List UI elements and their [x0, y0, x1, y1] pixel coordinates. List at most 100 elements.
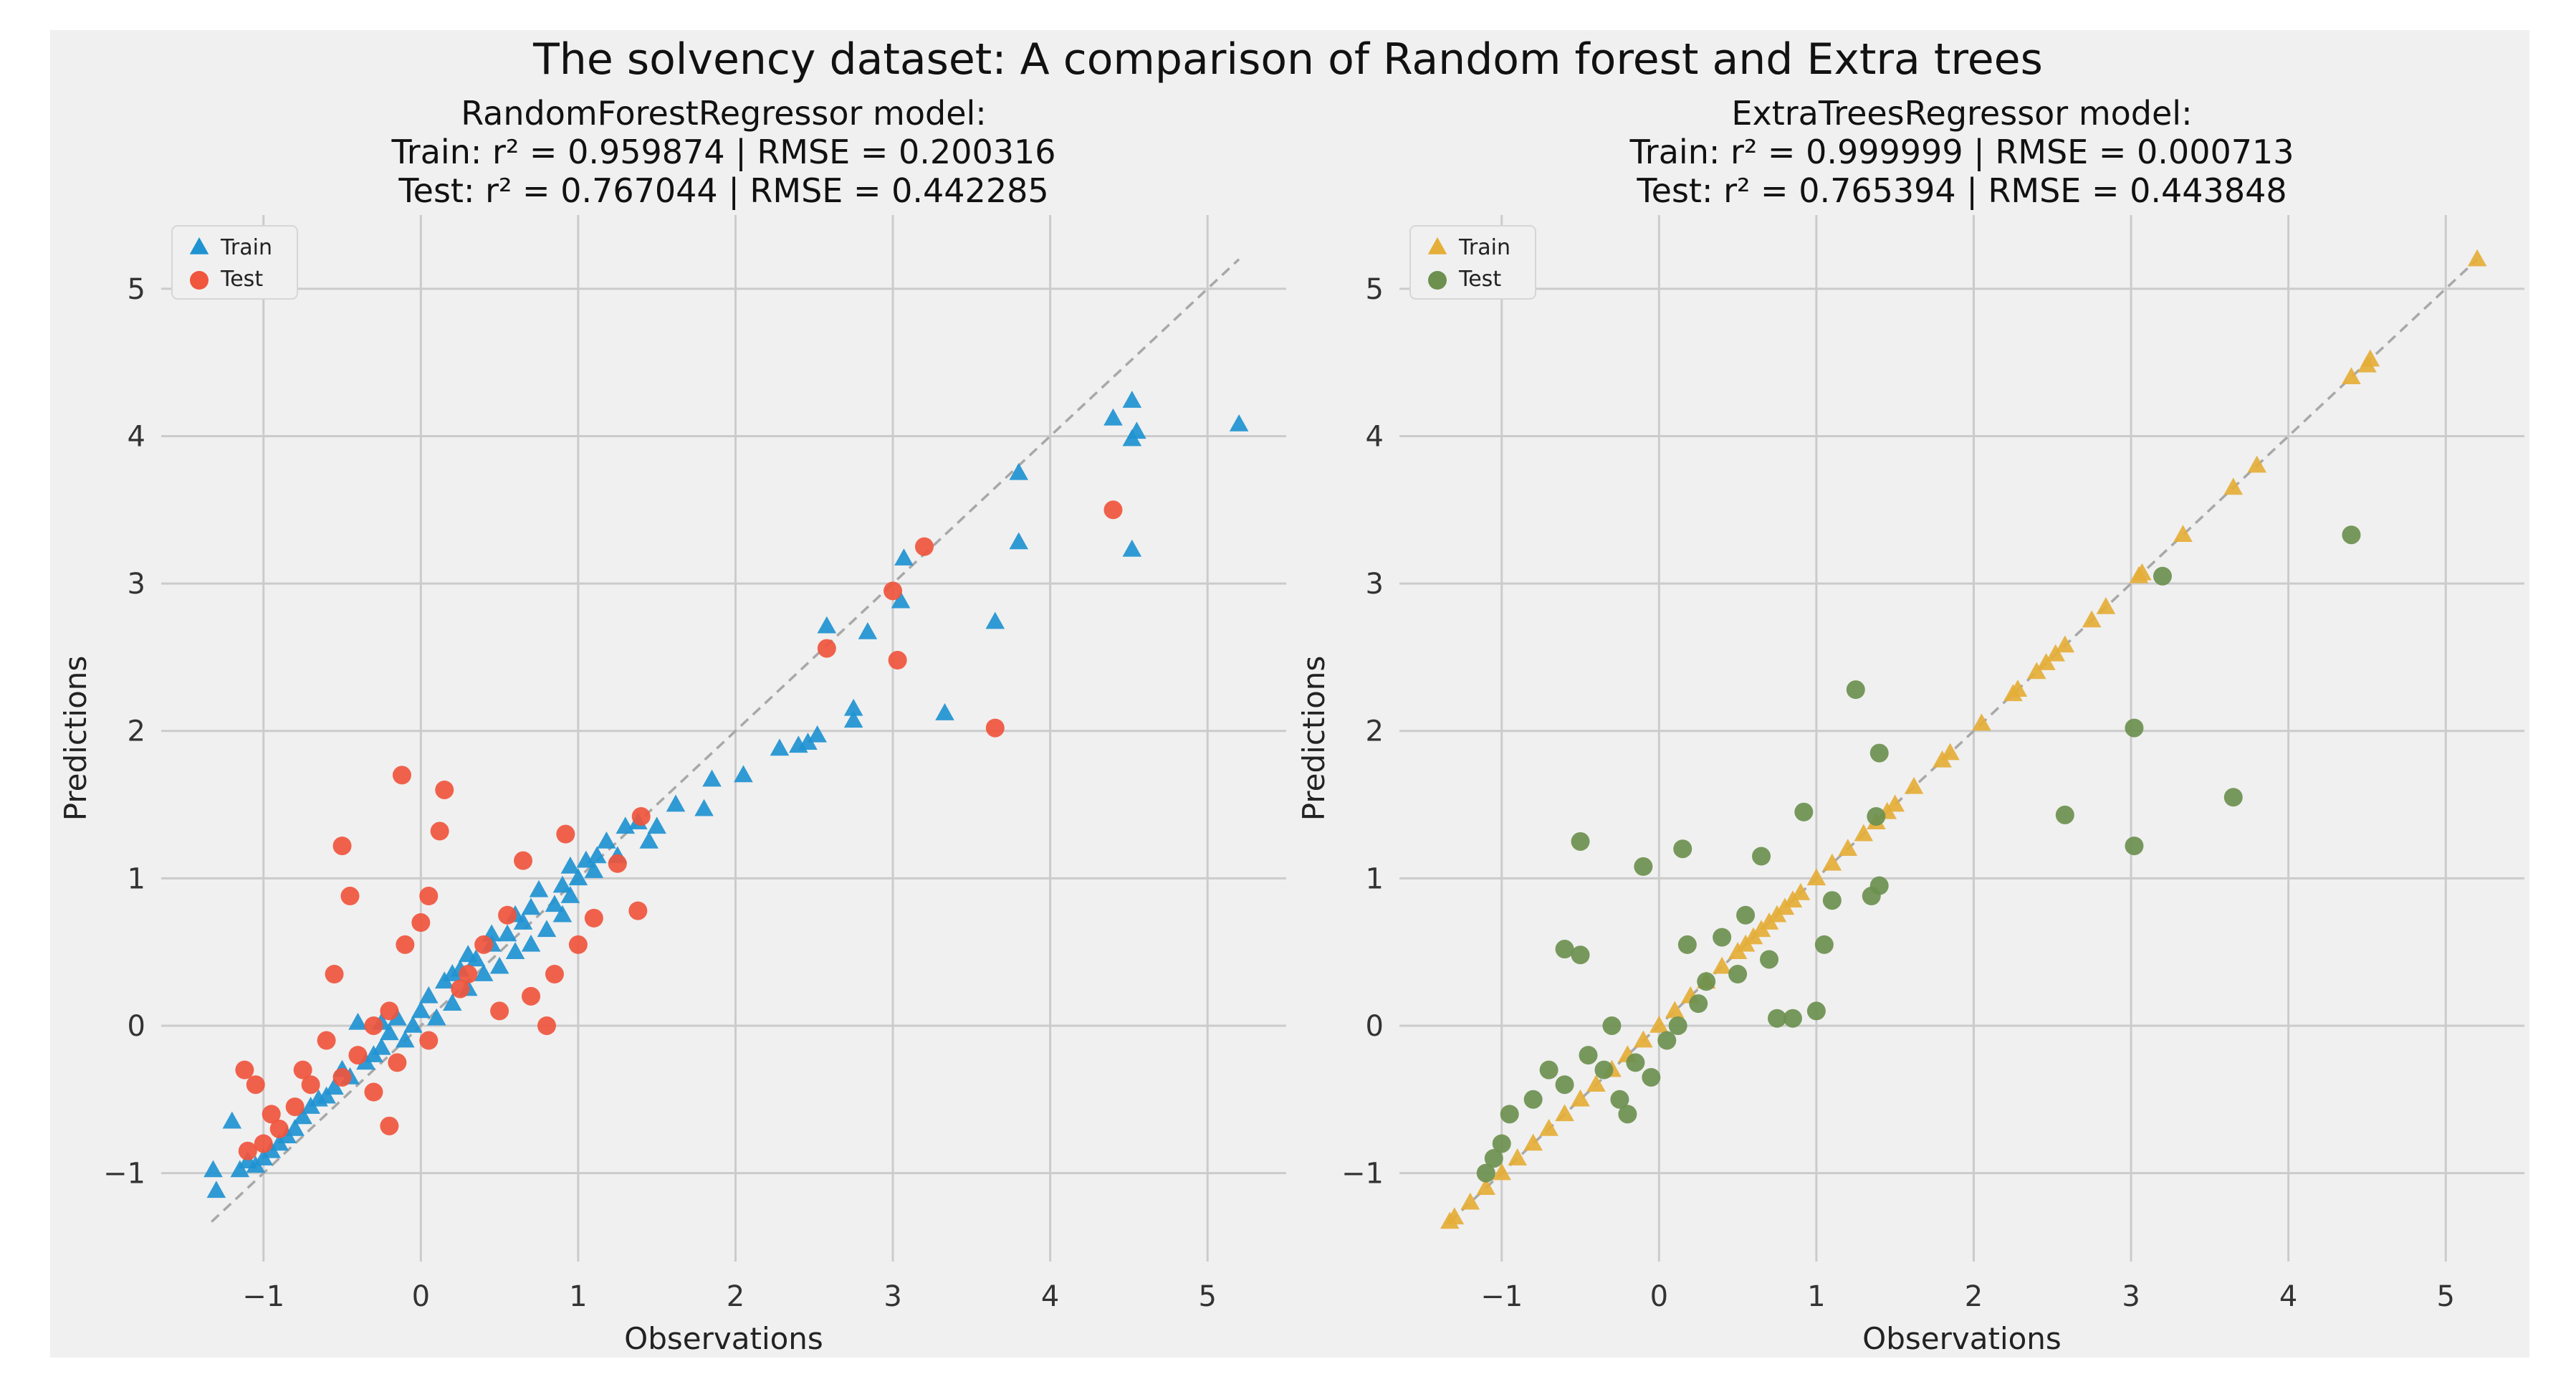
- train-point: [576, 850, 596, 868]
- train-point: [843, 710, 863, 728]
- test-point: [1555, 940, 1574, 959]
- train-point: [1009, 462, 1029, 480]
- test-point: [628, 901, 648, 920]
- test-point: [522, 986, 541, 1006]
- train-point: [2223, 477, 2244, 495]
- x-tick-label: 0: [412, 1280, 430, 1313]
- x-tick-label: 0: [1650, 1280, 1668, 1313]
- test-point: [2223, 788, 2243, 807]
- test-point: [2342, 525, 2361, 545]
- test-point: [392, 766, 411, 785]
- x-tick-label: 4: [1041, 1280, 1059, 1313]
- test-point: [388, 1053, 407, 1072]
- x-tick-label: 5: [2436, 1280, 2454, 1313]
- test-point: [1794, 802, 1814, 821]
- test-point: [1760, 950, 1779, 969]
- y-tick-label: 2: [1366, 715, 1384, 748]
- test-point: [325, 965, 344, 984]
- test-point: [1689, 994, 1708, 1014]
- test-point: [1869, 743, 1889, 763]
- subplot-title-line: RandomForestRegressor model:: [461, 94, 987, 133]
- identity-line: [211, 258, 1240, 1223]
- train-point: [325, 1077, 344, 1095]
- test-point: [269, 1119, 289, 1138]
- subplot-title-line: Train: r² = 0.959874 | RMSE = 0.200316: [391, 133, 1055, 172]
- test-point: [380, 1116, 399, 1135]
- train-point: [2467, 249, 2487, 267]
- test-point: [340, 887, 360, 906]
- x-tick-label: 5: [1198, 1280, 1216, 1313]
- train-point: [1460, 1192, 1480, 1210]
- test-point: [914, 537, 934, 556]
- train-point: [254, 1148, 274, 1166]
- train-point: [1539, 1118, 1558, 1136]
- legend-marker-test: [1428, 271, 1447, 290]
- test-point: [1814, 935, 1834, 954]
- train-point: [894, 548, 914, 566]
- test-point: [545, 965, 564, 984]
- train-point: [694, 799, 714, 816]
- y-tick-label: 5: [128, 273, 145, 306]
- train-point: [843, 698, 863, 716]
- train-point: [545, 895, 565, 912]
- train-point: [2247, 455, 2267, 473]
- train-point: [442, 993, 462, 1011]
- test-point: [884, 581, 903, 601]
- legend-marker-train: [1427, 237, 1447, 254]
- test-point: [474, 935, 494, 954]
- plot-area: [1399, 215, 2524, 1262]
- test-point: [584, 908, 603, 928]
- train-point: [403, 1015, 423, 1033]
- y-tick-label: 0: [128, 1010, 145, 1043]
- test-point: [419, 887, 439, 906]
- train-point: [1783, 890, 1803, 907]
- train-point: [442, 964, 462, 981]
- train-point: [505, 942, 525, 959]
- y-tick-label: 3: [128, 568, 145, 601]
- train-point: [1791, 882, 1811, 900]
- chart-extra-trees: −1 0 1 2 3 4 5 −1 0 1 2 3 4 5 ExtraTreesRegressor mode…: [1296, 94, 2524, 1356]
- test-point: [1846, 680, 1865, 700]
- train-point: [560, 886, 580, 903]
- x-tick-label: 2: [1965, 1280, 1983, 1313]
- test-point: [568, 935, 588, 954]
- train-point: [301, 1097, 320, 1114]
- train-point: [1127, 421, 1146, 439]
- test-point: [411, 913, 431, 933]
- y-tick-label: −1: [1341, 1158, 1384, 1191]
- train-point: [293, 1107, 312, 1125]
- test-point: [317, 1031, 336, 1050]
- x-tick-label: 2: [727, 1280, 744, 1313]
- x-tick-label: 3: [2122, 1280, 2140, 1313]
- x-axis-label: Observations: [624, 1321, 823, 1356]
- y-tick-label: 4: [1366, 420, 1384, 453]
- train-point: [396, 1030, 415, 1048]
- test-point: [1602, 1016, 1622, 1035]
- train-point: [521, 897, 541, 915]
- test-point: [380, 1001, 399, 1021]
- x-tick-label: 1: [569, 1280, 587, 1313]
- test-point: [1523, 1090, 1543, 1109]
- train-point: [2342, 367, 2361, 384]
- train-point: [2173, 525, 2193, 543]
- test-point: [498, 905, 517, 925]
- test-point: [1476, 1163, 1495, 1183]
- train-point: [597, 831, 616, 849]
- series-test: [1476, 525, 2361, 1183]
- test-point: [1806, 1001, 1826, 1021]
- test-point: [1728, 965, 1748, 984]
- train-point: [2129, 566, 2149, 583]
- x-tick-label: −1: [242, 1280, 284, 1313]
- test-point: [1539, 1060, 1558, 1079]
- train-point: [2003, 684, 2023, 702]
- test-point: [1673, 839, 1692, 859]
- train-point: [246, 1155, 266, 1173]
- train-point: [364, 1045, 383, 1062]
- train-point: [1751, 920, 1771, 938]
- train-point: [552, 905, 573, 923]
- legend-marker-train: [189, 237, 209, 254]
- test-point: [293, 1060, 312, 1079]
- x-tick-label: 1: [1807, 1280, 1825, 1313]
- train-point: [521, 934, 541, 952]
- train-point: [1972, 713, 1991, 731]
